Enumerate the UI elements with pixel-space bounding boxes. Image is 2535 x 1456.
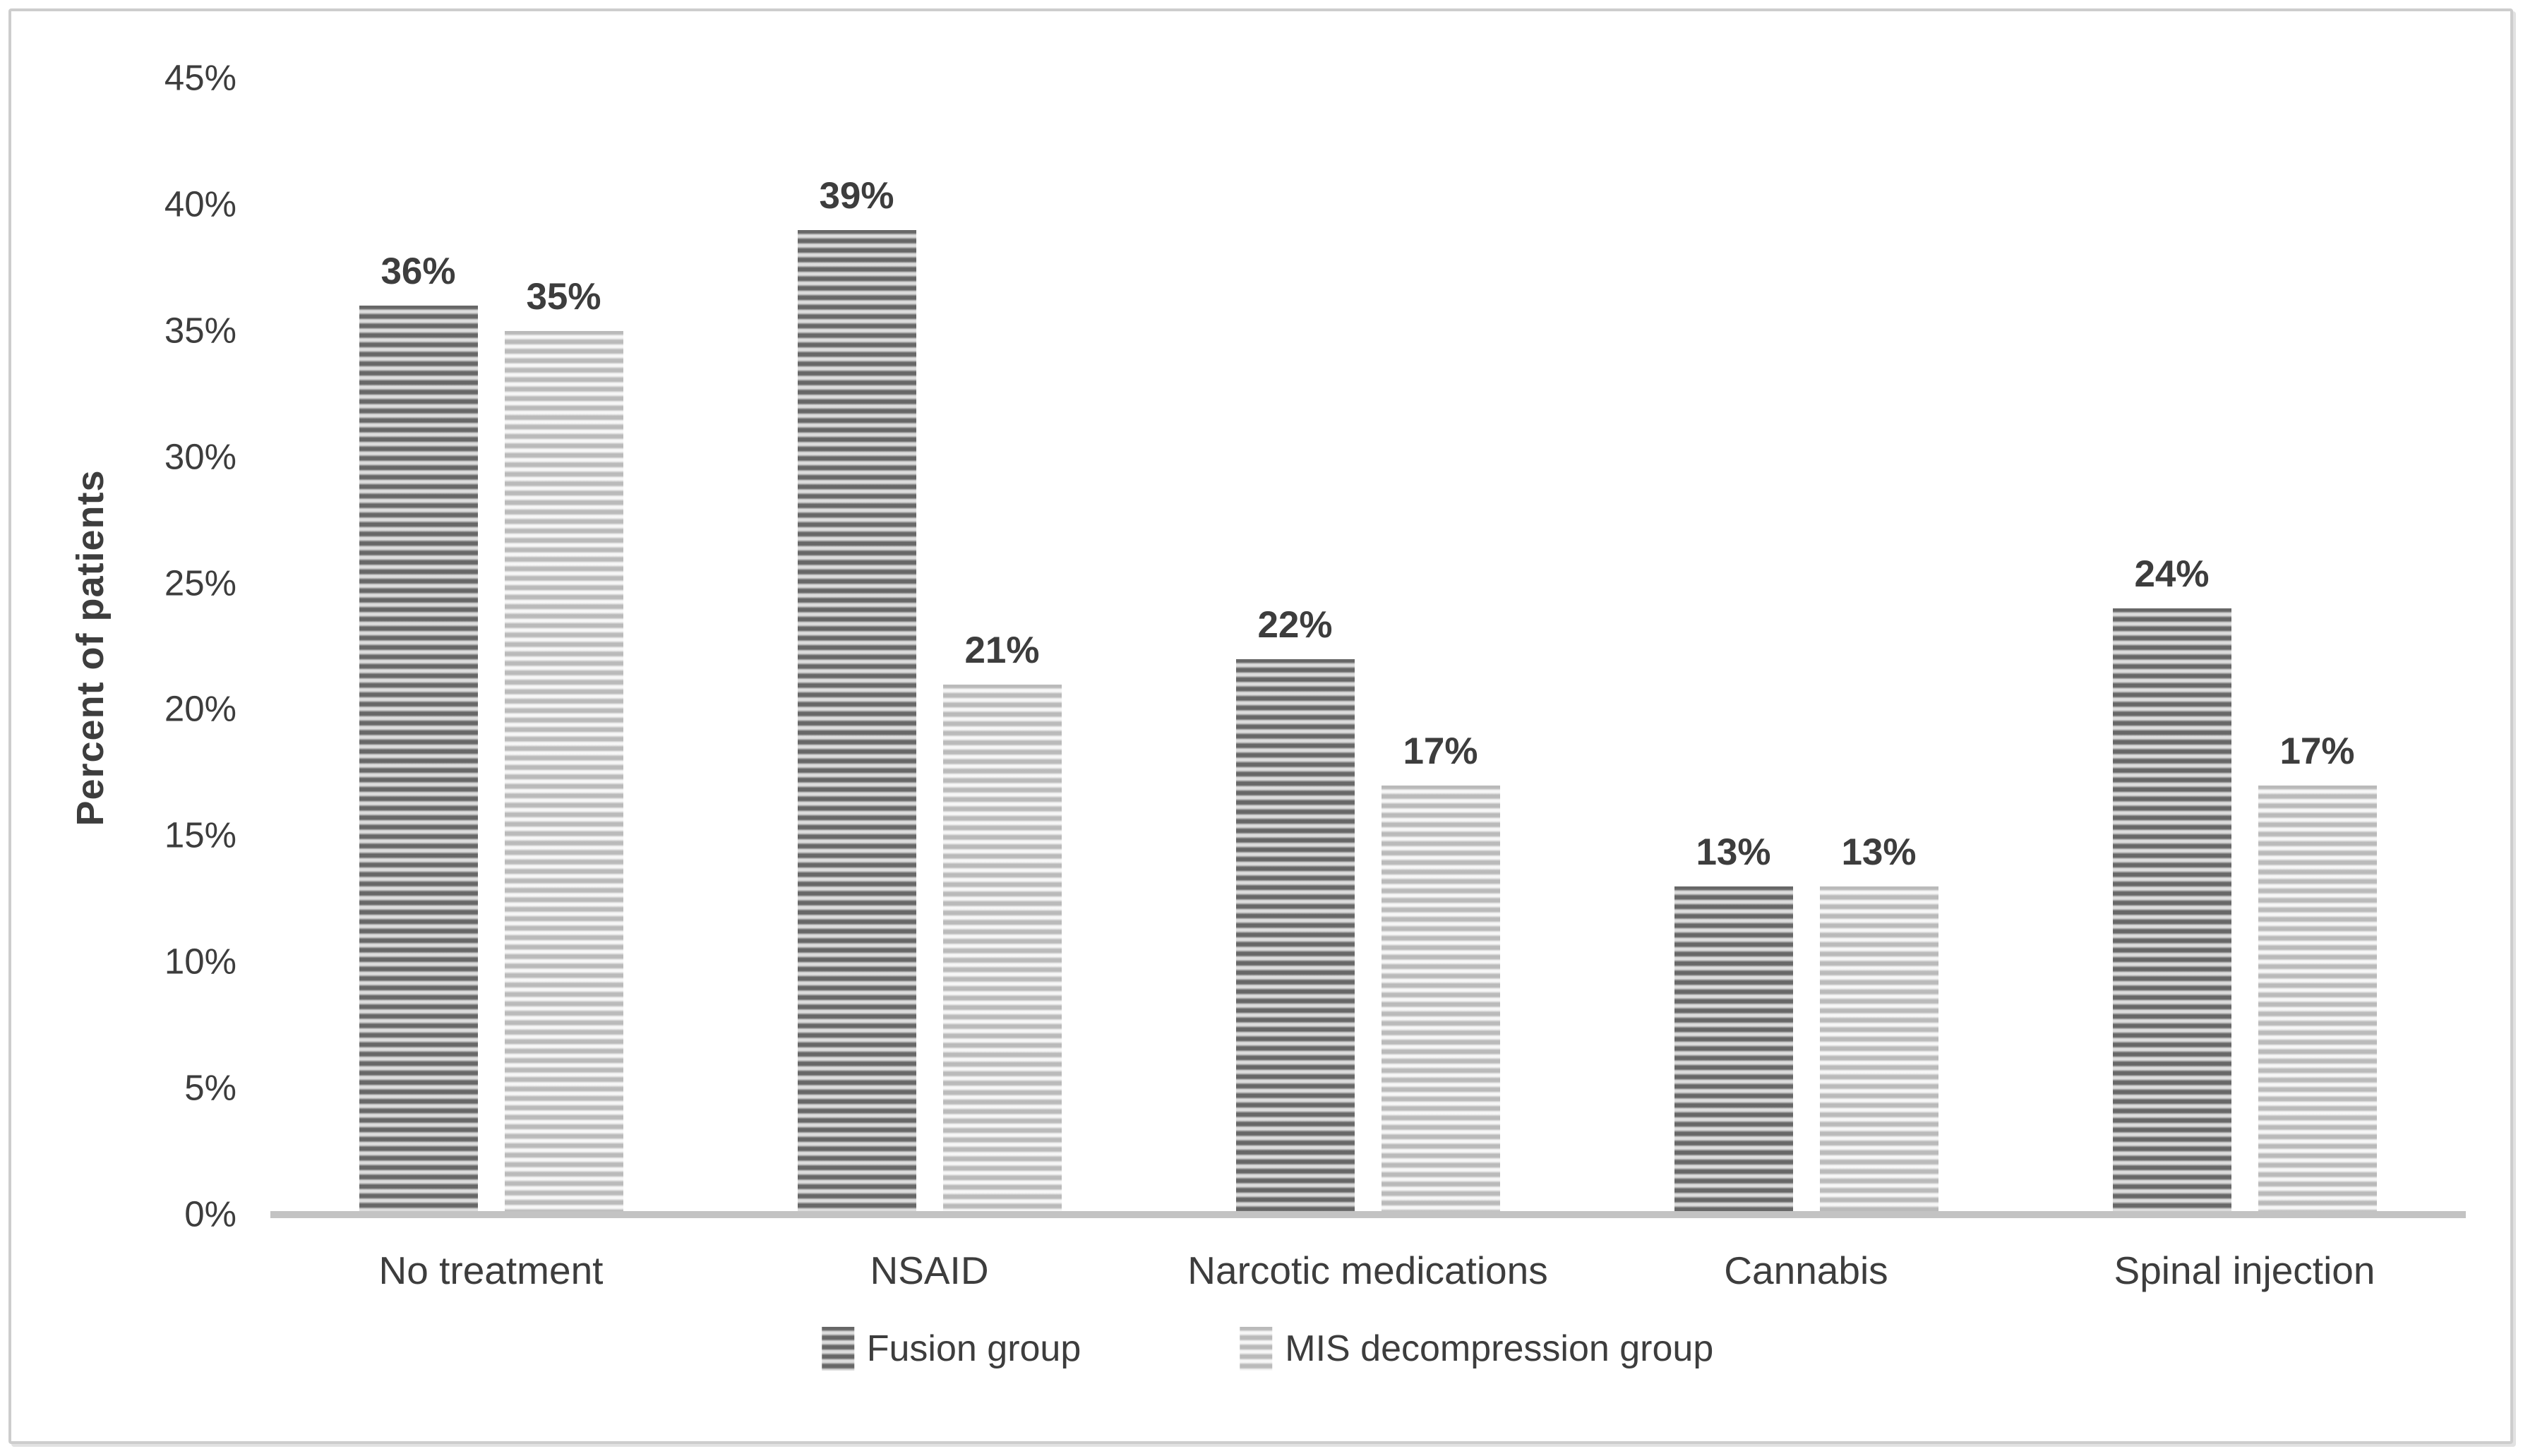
bar-group: 13% 13% bbox=[1587, 78, 2025, 1215]
bar-value-label: 13% bbox=[1841, 831, 1917, 873]
bar-fusion-group: 36% bbox=[359, 251, 478, 1215]
bar-mis-decompression-group: 17% bbox=[1381, 730, 1500, 1215]
legend: Fusion group MIS decompression group bbox=[821, 1327, 1713, 1371]
bar-fusion-group: 13% bbox=[1674, 831, 1793, 1215]
legend-swatch-mis-decompression-group bbox=[1240, 1327, 1273, 1371]
x-axis-category-label: No treatment bbox=[378, 1249, 604, 1292]
bar-value-label: 35% bbox=[526, 275, 601, 318]
y-axis-tick-label: 0% bbox=[184, 1193, 236, 1234]
x-axis-category-label: Narcotic medications bbox=[1187, 1249, 1548, 1292]
bar-mis-decompression-group: 17% bbox=[2258, 730, 2377, 1215]
bar-group: 39% 21% bbox=[710, 78, 1149, 1215]
bar-group: 36% 35% bbox=[272, 78, 710, 1215]
bar-value-label: 17% bbox=[2279, 730, 2355, 772]
legend-swatch-fusion-group bbox=[821, 1327, 854, 1371]
bar-value-label: 13% bbox=[1696, 831, 1771, 873]
legend-item: Fusion group bbox=[821, 1327, 1081, 1371]
y-axis-tick-label: 10% bbox=[164, 941, 236, 982]
bar-group: 22% 17% bbox=[1149, 78, 1587, 1215]
legend-label: Fusion group bbox=[866, 1328, 1081, 1369]
y-axis-tick-label: 25% bbox=[164, 562, 236, 603]
bar-value-label: 22% bbox=[1257, 603, 1333, 646]
y-axis-tick-label: 5% bbox=[184, 1067, 236, 1108]
bar-value-label: 36% bbox=[380, 251, 456, 292]
bar-fusion-group: 22% bbox=[1235, 604, 1355, 1215]
x-axis-category-label: Cannabis bbox=[1724, 1249, 1888, 1292]
y-axis-tick-label: 35% bbox=[164, 310, 236, 351]
y-axis-tick-label: 40% bbox=[164, 183, 236, 224]
bar-mis-decompression-group: 13% bbox=[1819, 831, 1938, 1215]
x-axis-category-label: Spinal injection bbox=[2114, 1249, 2375, 1292]
bar-group: 24% 17% bbox=[2025, 78, 2464, 1215]
bar-mis-decompression-group: 35% bbox=[504, 276, 623, 1215]
bar-value-label: 39% bbox=[819, 174, 894, 217]
y-axis-tick-label: 20% bbox=[164, 688, 236, 729]
bar-fusion-group: 39% bbox=[797, 175, 916, 1215]
x-axis-category-label: NSAID bbox=[870, 1249, 989, 1292]
y-axis-tick-label: 15% bbox=[164, 814, 236, 855]
bar-value-label: 21% bbox=[964, 629, 1040, 671]
bar-value-label: 24% bbox=[2134, 553, 2210, 596]
bar-fusion-group: 24% bbox=[2112, 553, 2231, 1215]
bar-value-label: 17% bbox=[1403, 730, 1478, 772]
x-axis-line bbox=[270, 1211, 2466, 1218]
bar-mis-decompression-group: 21% bbox=[942, 630, 1062, 1215]
plot-area: 36% 35% 39% 21% 22% 17% 13% 13% 24% 17% bbox=[272, 78, 2464, 1215]
y-axis-tick-labels: 45% 40% 35% 30% 25% 20% 15% 10% 5% 0% bbox=[92, 57, 236, 1234]
y-axis-tick-label: 30% bbox=[164, 435, 236, 476]
x-axis-category-labels: No treatment NSAID Narcotic medications Can… bbox=[272, 1248, 2464, 1293]
y-axis-tick-label: 45% bbox=[164, 57, 236, 98]
legend-item: MIS decompression group bbox=[1240, 1327, 1713, 1371]
legend-label: MIS decompression group bbox=[1285, 1328, 1714, 1369]
